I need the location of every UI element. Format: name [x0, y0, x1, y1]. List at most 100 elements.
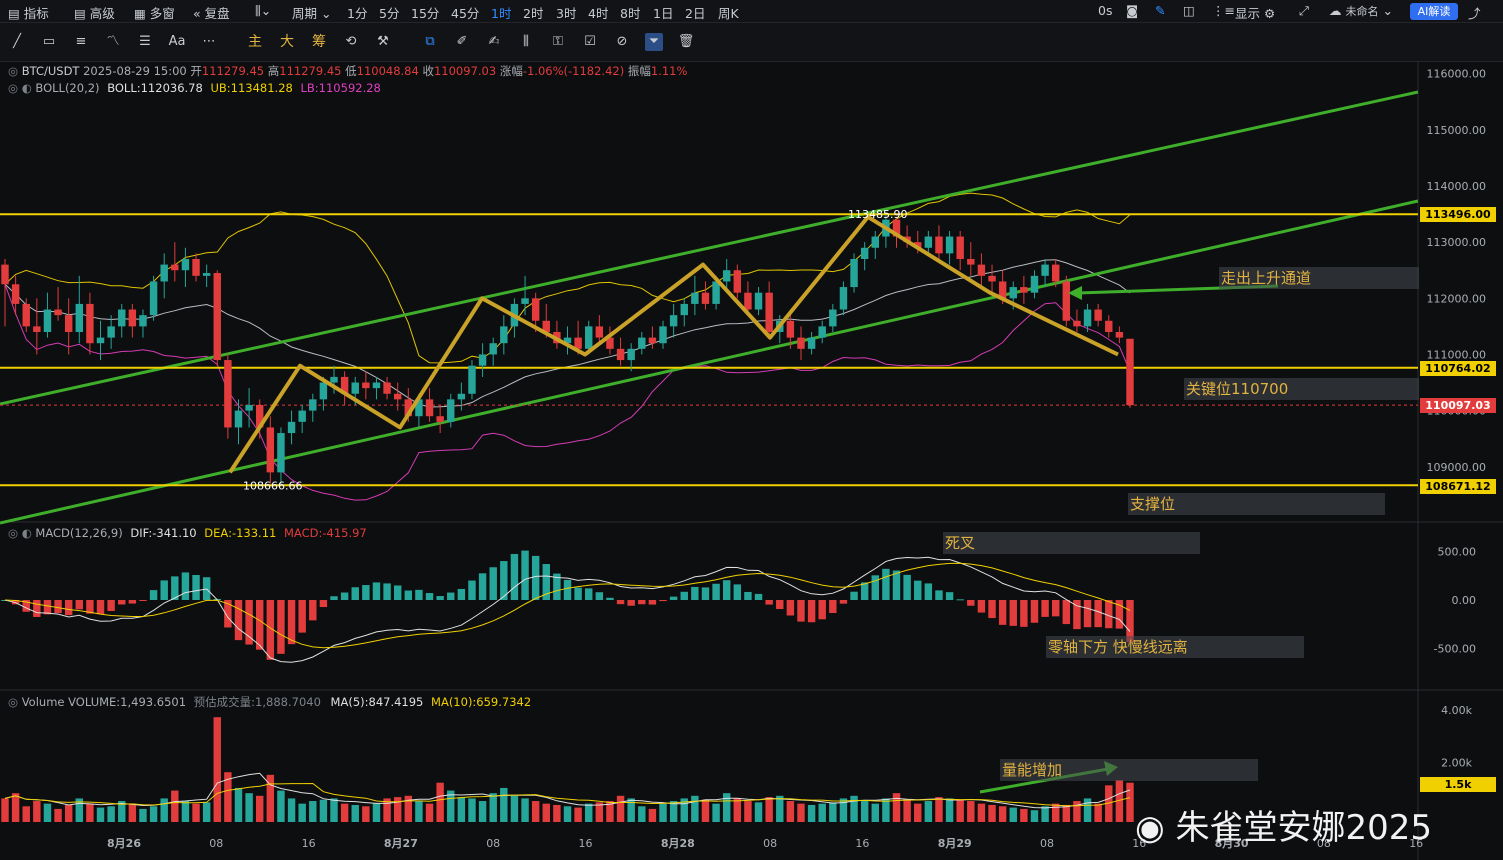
ai-interpret-button[interactable]: AI解读	[1410, 3, 1458, 20]
candle-body	[457, 393, 466, 400]
interval-15m[interactable]: 15分	[411, 6, 440, 21]
trendline-tool-icon[interactable]: ╱	[13, 34, 21, 49]
large-order-tool[interactable]: 大	[280, 34, 294, 50]
layout-user-menu[interactable]: ☁ 未命名 ⌄	[1329, 3, 1393, 18]
share-icon[interactable]: ⤴	[1468, 6, 1481, 21]
volume-bar	[171, 790, 179, 822]
macd-histogram-bar	[882, 568, 890, 600]
candle-body	[680, 303, 688, 316]
indicator-menu[interactable]: ▤ 指标	[8, 6, 49, 21]
lock-icon[interactable]: ⚿	[553, 34, 563, 49]
settings-list-icon[interactable]: ⋮≡	[1212, 3, 1235, 18]
bars-icon[interactable]: ⫼	[523, 34, 529, 49]
volume-bar	[967, 801, 975, 822]
volume-bar	[22, 806, 30, 822]
fullscreen-icon[interactable]: ⤢	[1299, 3, 1310, 18]
fib-tool-icon[interactable]: ☰	[139, 34, 151, 49]
window-icon[interactable]: ◫	[1183, 3, 1195, 18]
macd-histogram-bar	[468, 580, 476, 600]
macd-histogram-bar	[500, 561, 508, 600]
interval-1h[interactable]: 1时	[491, 6, 512, 21]
more-tools-icon[interactable]: ⋯	[202, 34, 216, 49]
macd-histogram-bar	[54, 600, 62, 614]
volume-bar	[43, 803, 52, 822]
display-menu[interactable]: 显示 ⚙	[1235, 6, 1276, 21]
level-tag-key: 110764.02	[1420, 361, 1496, 376]
sync-icon[interactable]: ⟲	[345, 34, 357, 49]
macd-legend[interactable]: ◎ ◐ MACD(12,26,9) DIF:-341.10 DEA:-133.1…	[8, 526, 367, 540]
volume-legend[interactable]: ◎ Volume VOLUME:1,493.6501 预估成交量:1,888.7…	[8, 695, 532, 709]
wave-tool-icon[interactable]: 〽	[106, 34, 120, 49]
magnet-icon[interactable]: ⊘	[616, 34, 628, 49]
multi-window-menu[interactable]: ▦ 多窗	[134, 6, 175, 21]
interval-2d[interactable]: 2日	[685, 6, 706, 21]
interval-4h[interactable]: 4时	[588, 6, 609, 21]
template-icon[interactable]: ☑	[584, 34, 596, 49]
candle-body	[818, 326, 826, 338]
channel-lower-line	[0, 199, 1419, 525]
interval-5m[interactable]: 5分	[379, 6, 400, 21]
weibo-icon: ◉	[1135, 808, 1176, 848]
candle-body	[340, 376, 349, 394]
interval-2h[interactable]: 2时	[523, 6, 544, 21]
candle-body	[96, 337, 105, 344]
volume-bar	[54, 808, 62, 822]
macd-histogram-bar	[595, 592, 604, 600]
candle-body	[277, 433, 285, 473]
candle-body	[489, 343, 497, 355]
candle-body	[956, 236, 964, 259]
interval-3h[interactable]: 3时	[556, 6, 577, 21]
candle-body	[722, 270, 731, 282]
filter-icon[interactable]: ⏷	[645, 33, 663, 51]
copy-icon[interactable]: ⧉	[425, 34, 435, 49]
camera-icon[interactable]: ◙	[1126, 3, 1139, 18]
macd-histogram-bar	[914, 580, 922, 600]
interval-8h[interactable]: 8时	[620, 6, 641, 21]
macd-tick-label: -500.00	[1434, 642, 1476, 655]
chart-type-icon[interactable]: ⫼⌄	[255, 3, 272, 18]
advanced-menu[interactable]: ▤ 高级	[74, 6, 115, 21]
interval-45m[interactable]: 45分	[451, 6, 480, 21]
volume-bar	[733, 798, 742, 822]
text-tool-icon[interactable]: Aa	[168, 34, 186, 49]
candle-body	[616, 348, 625, 361]
low-marker-label: 108666.66	[243, 479, 303, 492]
candle-body	[1009, 287, 1017, 299]
parallel-lines-tool-icon[interactable]: ≡	[75, 34, 87, 49]
rectangle-tool-icon[interactable]: ▭	[42, 34, 56, 49]
pen-icon[interactable]: ✎	[1155, 3, 1166, 18]
macd-histogram-bar	[701, 587, 710, 600]
candle-body	[171, 264, 179, 271]
volume-bar	[383, 798, 391, 822]
macd-histogram-bar	[967, 600, 975, 606]
ruler-icon[interactable]: ⚒	[377, 34, 389, 49]
boll-legend[interactable]: ◎ ◐ BOLL(20,2) BOLL:112036.78 UB:113481.…	[8, 81, 381, 95]
volume-bar	[468, 798, 476, 822]
candle-body	[1, 264, 9, 285]
macd-histogram-bar	[1083, 600, 1092, 628]
volume-bar	[436, 782, 444, 822]
interval-1w[interactable]: 周K	[718, 6, 739, 21]
period-menu[interactable]: 周期 ⌄	[292, 6, 332, 21]
trash-icon[interactable]: 🗑	[677, 34, 695, 49]
macd-histogram-bar	[977, 600, 986, 613]
volume-bar	[415, 801, 423, 822]
macd-histogram-bar	[107, 600, 115, 612]
candle-body	[425, 399, 434, 417]
candle-body	[998, 281, 1007, 299]
brush-icon[interactable]: ✍	[488, 34, 500, 49]
interval-1m[interactable]: 1分	[347, 6, 368, 21]
eraser-icon[interactable]: ✐	[456, 34, 468, 49]
interval-1d[interactable]: 1日	[653, 6, 674, 21]
volume-bar	[1020, 808, 1028, 822]
replay-menu[interactable]: « 复盘	[193, 6, 230, 21]
macd-histogram-bar	[340, 592, 349, 600]
candle-body	[967, 258, 975, 265]
macd-histogram-bar	[744, 591, 752, 600]
candle-body	[500, 326, 508, 344]
volume-bar	[372, 803, 381, 822]
main-force-tool[interactable]: 主	[248, 34, 262, 50]
chips-tool[interactable]: 筹	[312, 34, 326, 50]
candle-body	[128, 309, 137, 327]
